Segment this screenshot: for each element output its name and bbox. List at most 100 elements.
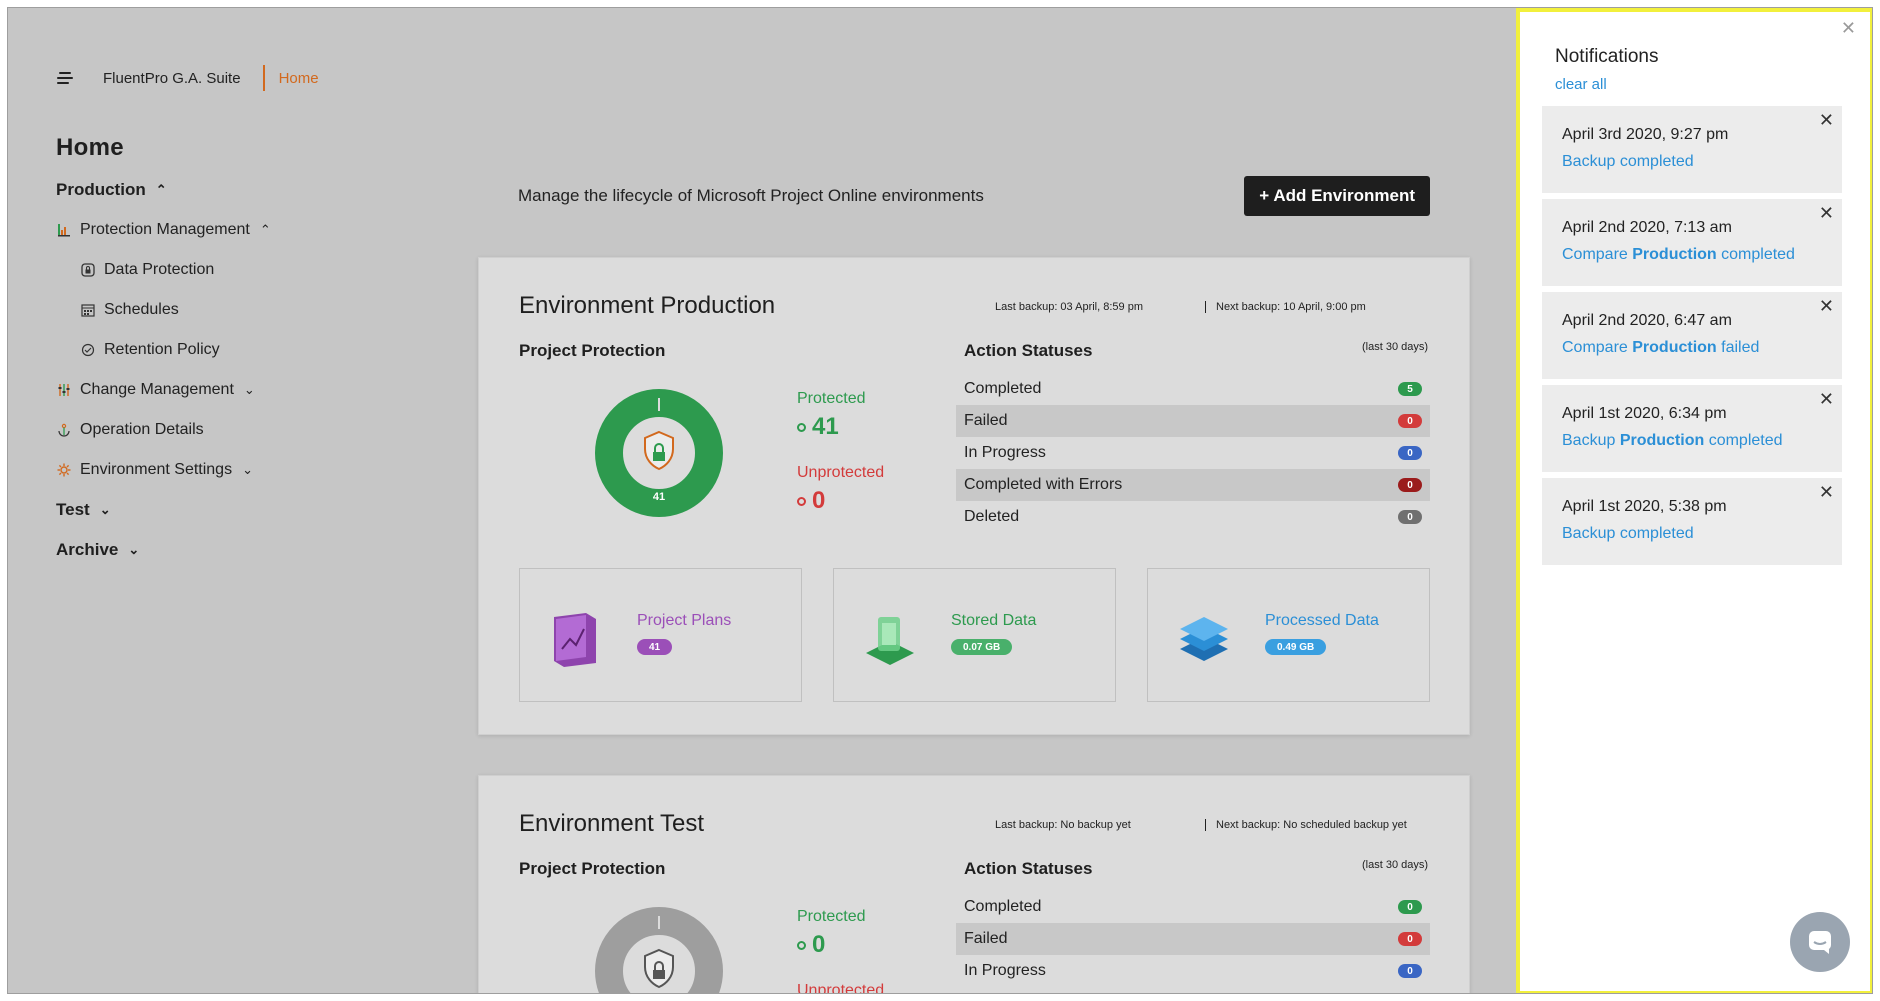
close-icon[interactable]: ✕: [1818, 389, 1834, 409]
sidebar-item-schedules[interactable]: Schedules: [56, 290, 436, 330]
tile-project-plans[interactable]: Project Plans 41: [519, 568, 802, 702]
protection-donut-chart: 41: [594, 388, 724, 518]
browser-frame: FluentPro G.A. Suite Home Home Productio…: [7, 7, 1873, 994]
tile-badge: 41: [637, 639, 673, 655]
status-row-in-progress[interactable]: In Progress 0: [956, 955, 1430, 987]
chevron-up-icon: ⌃: [259, 222, 271, 237]
tile-stored-data[interactable]: Stored Data 0.07 GB: [833, 568, 1116, 702]
sidebar-item-label: Change Management: [80, 381, 234, 398]
gear-icon: [56, 462, 72, 478]
add-environment-button[interactable]: + Add Environment: [1244, 176, 1430, 216]
notification-link[interactable]: Compare Production completed: [1562, 246, 1822, 264]
status-count-badge: 0: [1398, 446, 1422, 460]
action-statuses-title: Action Statuses: [964, 341, 1093, 360]
notification-item: ✕ April 2nd 2020, 7:13 am Compare Produc…: [1542, 199, 1842, 286]
status-row-in-progress[interactable]: In Progress 0: [956, 437, 1430, 469]
sidebar-item-label: Production: [56, 180, 146, 199]
next-backup: Next backup: No scheduled backup yet: [1205, 819, 1407, 831]
menu-icon[interactable]: [53, 66, 77, 90]
bar-chart-icon: [56, 222, 72, 238]
tile-badge: 0.07 GB: [951, 639, 1013, 655]
environment-title[interactable]: Environment Production: [519, 292, 776, 319]
main-header: Manage the lifecycle of Microsoft Projec…: [518, 176, 1430, 216]
sidebar-item-production[interactable]: Production ⌃: [56, 170, 436, 210]
sidebar-item-archive[interactable]: Archive ⌄: [56, 530, 436, 570]
notification-link[interactable]: Backup completed: [1562, 153, 1822, 171]
sidebar-item-test[interactable]: Test ⌄: [56, 490, 436, 530]
notification-time: April 1st 2020, 6:34 pm: [1562, 405, 1727, 422]
sidebar-item-protection-management[interactable]: Protection Management ⌃: [56, 210, 436, 250]
status-label: Failed: [964, 412, 1008, 429]
notification-time: April 3rd 2020, 9:27 pm: [1562, 126, 1729, 143]
donut-center-value: 41: [653, 491, 665, 503]
status-row-completed[interactable]: Completed 5: [956, 373, 1430, 405]
protected-value-row: 41: [797, 413, 839, 441]
notification-link[interactable]: Backup completed: [1562, 525, 1822, 543]
close-icon[interactable]: ✕: [1818, 296, 1834, 316]
action-statuses-note: (last 30 days): [1362, 341, 1429, 353]
chevron-down-icon: ⌄: [99, 502, 111, 517]
close-icon[interactable]: ✕: [1818, 203, 1834, 223]
notification-text: Compare: [1562, 246, 1633, 263]
sidebar-item-environment-settings[interactable]: Environment Settings ⌄: [56, 450, 436, 490]
status-row-failed[interactable]: Failed 0: [956, 923, 1430, 955]
tile-processed-data[interactable]: Processed Data 0.49 GB: [1147, 568, 1430, 702]
next-backup: Next backup: 10 April, 9:00 pm: [1205, 301, 1366, 313]
close-icon[interactable]: ✕: [1818, 110, 1834, 130]
protected-label: Protected: [797, 390, 866, 407]
status-label: Completed: [964, 898, 1042, 915]
status-row-failed[interactable]: Failed 0: [956, 405, 1430, 437]
status-count-badge: 0: [1398, 414, 1422, 428]
action-statuses-title: Action Statuses: [964, 859, 1093, 878]
close-icon[interactable]: ✕: [1840, 18, 1856, 38]
chat-icon: [1809, 931, 1831, 954]
protected-label: Protected: [797, 908, 866, 925]
tile-label: Processed Data: [1265, 612, 1379, 629]
sidebar-item-label: Data Protection: [104, 261, 215, 278]
notification-list: ✕ April 3rd 2020, 9:27 pm Backup complet…: [1542, 106, 1842, 571]
notification-time: April 2nd 2020, 7:13 am: [1562, 219, 1732, 236]
sidebar-item-label: Protection Management: [80, 221, 250, 238]
chevron-down-icon: ⌄: [128, 542, 140, 557]
action-statuses-note: (last 30 days): [1362, 859, 1429, 871]
app-name: FluentPro G.A. Suite: [103, 69, 241, 87]
retention-icon: [80, 342, 96, 358]
status-row-completed[interactable]: Completed 0: [956, 891, 1430, 923]
notifications-panel: ✕ Notifications clear all ✕ April 3rd 20…: [1516, 8, 1872, 993]
unprotected-dot-icon: [797, 496, 806, 506]
project-protection-title: Project Protection: [519, 341, 666, 360]
notification-text: Backup: [1562, 432, 1620, 449]
sidebar-item-retention-policy[interactable]: Retention Policy: [56, 330, 436, 370]
anchor-icon: [56, 422, 72, 438]
status-row-deleted[interactable]: Deleted 0: [956, 501, 1430, 533]
status-row-completed-with-errors[interactable]: Completed with Errors 0: [956, 469, 1430, 501]
protected-value-row: 0: [797, 931, 825, 959]
sidebar-item-change-management[interactable]: Change Management ⌄: [56, 370, 436, 410]
notification-link[interactable]: Backup Production completed: [1562, 432, 1822, 450]
breadcrumb[interactable]: Home: [278, 69, 319, 87]
sidebar-title: Home: [56, 134, 124, 161]
action-status-list: Completed 5 Failed 0 In Progress 0 Complete…: [956, 373, 1430, 533]
shield-lock-icon: [644, 948, 674, 989]
unprotected-label: Unprotected: [797, 982, 885, 994]
environment-title[interactable]: Environment Test: [519, 810, 704, 837]
protected-value: 41: [812, 413, 839, 440]
status-count-badge: 0: [1398, 964, 1422, 978]
project-protection-title: Project Protection: [519, 859, 666, 878]
environment-card-test: Environment Test Last backup: No backup …: [478, 775, 1470, 994]
status-label: Deleted: [964, 508, 1020, 525]
notification-env: Production: [1619, 432, 1705, 449]
chat-launcher-button[interactable]: [1790, 912, 1850, 972]
close-icon[interactable]: ✕: [1818, 482, 1834, 502]
notification-item: ✕ April 3rd 2020, 9:27 pm Backup complet…: [1542, 106, 1842, 193]
protected-value: 0: [812, 931, 826, 958]
sidebar-item-label: Operation Details: [80, 421, 204, 438]
sidebar-item-data-protection[interactable]: Data Protection: [56, 250, 436, 290]
protected-dot-icon: [797, 940, 806, 950]
sidebar-item-label: Test: [56, 500, 90, 519]
sidebar-item-operation-details[interactable]: Operation Details: [56, 410, 436, 450]
notification-link[interactable]: Compare Production failed: [1562, 339, 1822, 357]
sidebar-item-label: Schedules: [104, 301, 179, 318]
notification-text: Compare: [1562, 339, 1633, 356]
clear-all-link[interactable]: clear all: [1555, 76, 1607, 93]
